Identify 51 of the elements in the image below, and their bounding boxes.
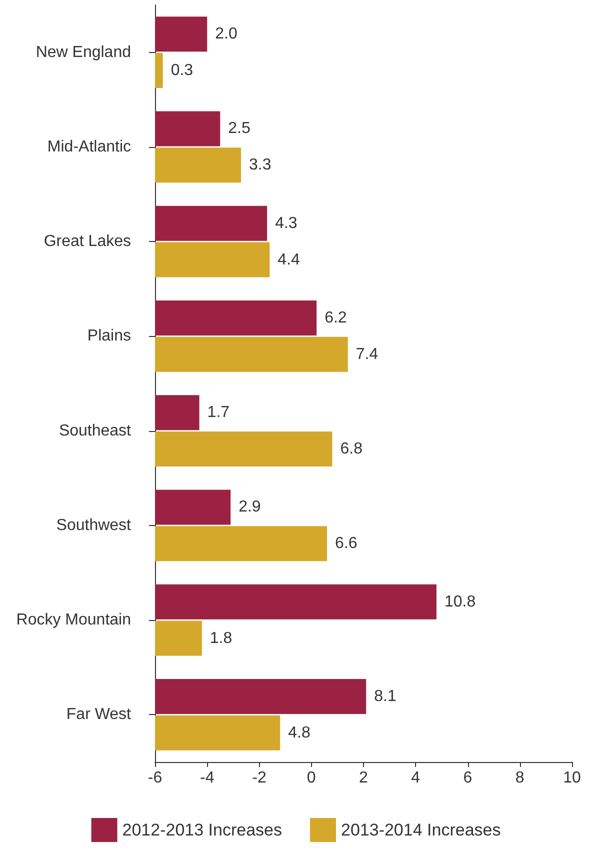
bar: [155, 16, 208, 52]
y-tick-label: Southwest: [56, 516, 132, 534]
bar: [155, 111, 220, 146]
bar: [155, 526, 328, 562]
x-tick-label: 8: [515, 770, 524, 786]
data-label: 8.1: [374, 688, 396, 705]
bar: [155, 584, 436, 620]
data-label: 2.9: [238, 498, 261, 516]
y-tick-label: Great Lakes: [44, 233, 131, 250]
data-label: 0.3: [170, 62, 194, 80]
bar: [155, 715, 280, 750]
bar: [155, 300, 317, 336]
bar: [155, 490, 231, 525]
data-label: 4.4: [278, 251, 300, 268]
bar: [155, 620, 202, 656]
data-label: 6.8: [340, 440, 363, 458]
legend-label: 2013-2014 Increases: [341, 820, 501, 840]
data-label: 10.8: [444, 593, 476, 610]
data-label: 1.8: [210, 630, 232, 647]
legend-label: 2012-2013 Increases: [122, 820, 282, 840]
x-tick-label: 10: [563, 770, 581, 786]
bar: [155, 336, 348, 372]
data-label: 4.3: [275, 214, 298, 232]
y-tick-label: Far West: [66, 706, 132, 724]
y-tick-label: Southeast: [58, 422, 132, 440]
data-label: 2.5: [228, 120, 250, 138]
data-label: 2.0: [215, 26, 238, 43]
bar: [155, 206, 268, 241]
data-label: 4.8: [288, 724, 310, 742]
x-tick-label: 0: [306, 770, 316, 786]
x-tick-label: 4: [411, 770, 420, 786]
bar: [155, 242, 270, 278]
y-tick-label: Rocky Mountain: [16, 612, 131, 629]
y-tick-label: Mid-Atlantic: [47, 138, 131, 156]
data-label: 1.7: [207, 404, 230, 422]
x-tick-label: -4: [200, 770, 214, 786]
x-tick-label: -2: [252, 770, 266, 786]
bar: [155, 432, 332, 467]
bar: [155, 395, 200, 430]
bar: [155, 53, 163, 88]
x-tick-label: -6: [148, 770, 162, 786]
data-label: 6.6: [335, 535, 358, 552]
data-label: 6.2: [324, 309, 347, 326]
bar: [155, 148, 242, 183]
x-tick-label: 2: [359, 770, 368, 786]
x-tick-label: 6: [463, 770, 472, 786]
data-label: 3.3: [249, 156, 272, 174]
y-tick-label: New England: [36, 44, 131, 61]
y-tick-label: Plains: [87, 328, 131, 345]
bar: [155, 678, 366, 714]
data-label: 7.4: [356, 346, 378, 363]
